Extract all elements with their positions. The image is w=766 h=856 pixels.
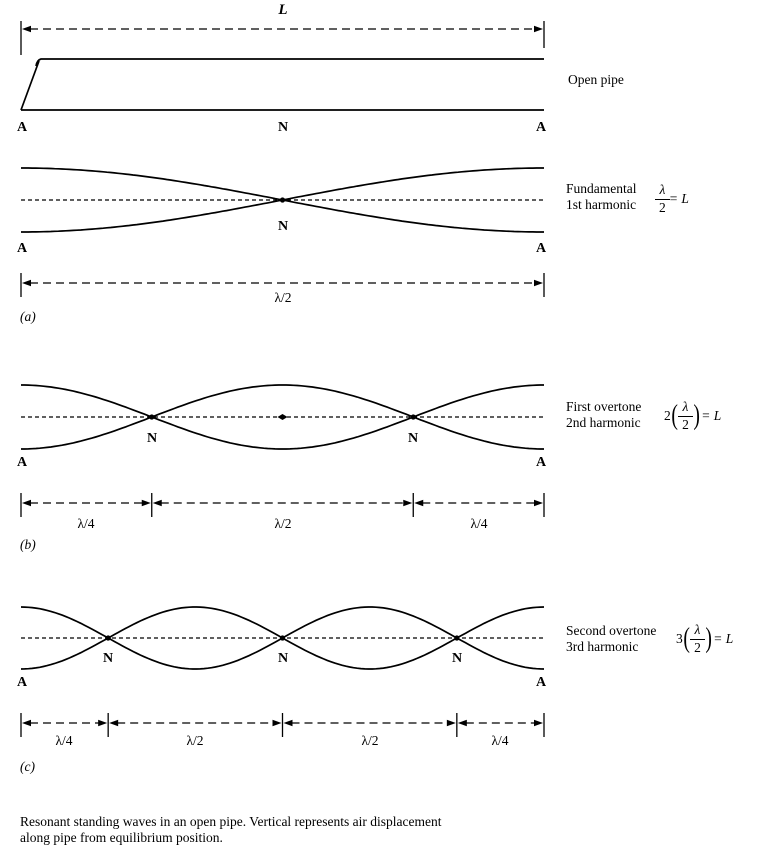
pipe-antinode-label-left: A: [16, 120, 28, 135]
pipe-node-label: N: [277, 120, 289, 135]
node-label: N: [277, 651, 289, 666]
antinode-label: A: [535, 455, 547, 470]
section-a-dimension: [20, 273, 545, 297]
formula-fraction: λ 2: [678, 400, 693, 431]
formula-fraction: λ 2: [655, 183, 670, 214]
antinode-label: A: [535, 675, 547, 690]
node-label: N: [277, 219, 289, 234]
dimension-label: λ/2: [186, 733, 204, 748]
formula-coefficient: 3: [676, 631, 683, 646]
open-pipe-label: Open pipe: [568, 72, 624, 87]
antinode-label: A: [16, 241, 28, 256]
open-pipe-drawing: [20, 58, 544, 111]
length-dimension: [20, 21, 545, 55]
section-a-tag: (a): [20, 309, 36, 324]
section-b-dimension: [20, 493, 545, 517]
dimension-label: λ/4: [470, 516, 488, 531]
antinode-label: A: [16, 675, 28, 690]
harmonic-name: 2nd harmonic: [566, 415, 641, 430]
node-label: N: [407, 431, 419, 446]
caption-line-2: along pipe from equilibrium position.: [20, 829, 223, 845]
fraction-denominator: 2: [678, 415, 693, 432]
fraction-numerator: λ: [694, 622, 701, 638]
section-b-waves: [21, 384, 544, 450]
fraction-numerator: λ: [659, 182, 666, 198]
dimension-label: λ/2: [274, 290, 292, 305]
fraction-numerator: λ: [682, 399, 689, 415]
fraction-denominator: 2: [655, 198, 670, 215]
formula-open-paren: (: [671, 400, 678, 431]
formula-rhs: L: [681, 191, 689, 206]
fraction-denominator: 2: [690, 638, 705, 655]
dimension-label: λ/4: [55, 733, 73, 748]
node-label: N: [102, 651, 114, 666]
antinode-label: A: [535, 241, 547, 256]
formula-equals: =: [702, 408, 710, 423]
section-b-formula: 2 ( λ 2 ) = L: [664, 396, 721, 436]
mode-name: First overtone: [566, 399, 642, 414]
dimension-label: λ/4: [491, 733, 509, 748]
section-c-waves: [20, 606, 545, 670]
pipe-length-label: L: [278, 2, 288, 18]
dimension-label: λ/2: [274, 516, 292, 531]
node-label: N: [146, 431, 158, 446]
pipe-antinode-label-right: A: [535, 120, 547, 135]
harmonic-name: 1st harmonic: [566, 197, 637, 212]
formula-rhs: L: [713, 408, 722, 423]
section-c-dimension: [20, 713, 545, 737]
harmonic-name: 3rd harmonic: [566, 639, 639, 654]
figure-caption: Resonant standing waves in an open pipe.…: [20, 814, 442, 845]
node-label: N: [451, 651, 463, 666]
dimension-label: λ/4: [77, 516, 95, 531]
formula-close-paren: ): [705, 623, 712, 654]
dimension-label: λ/2: [361, 733, 379, 748]
formula-fraction: λ 2: [690, 623, 705, 654]
mode-name: Fundamental: [566, 181, 637, 196]
formula-equals: =: [714, 631, 722, 646]
antinode-label: A: [16, 455, 28, 470]
section-c-tag: (c): [20, 759, 35, 774]
section-a-formula: λ 2 = L: [655, 179, 689, 219]
section-a-name: Fundamental 1st harmonic: [566, 181, 637, 213]
formula-rhs: L: [725, 631, 734, 646]
formula-close-paren: ): [693, 400, 700, 431]
formula-coefficient: 2: [664, 408, 671, 423]
caption-line-1: Resonant standing waves in an open pipe.…: [20, 814, 442, 829]
mode-name: Second overtone: [566, 623, 657, 638]
section-b-tag: (b): [20, 537, 36, 552]
section-c-formula: 3 ( λ 2 ) = L: [676, 619, 733, 659]
section-a-waves: [21, 167, 544, 233]
formula-equals: =: [669, 191, 678, 206]
section-b-name: First overtone 2nd harmonic: [566, 399, 641, 431]
section-c-name: Second overtone 3rd harmonic: [566, 623, 656, 655]
formula-open-paren: (: [683, 623, 690, 654]
